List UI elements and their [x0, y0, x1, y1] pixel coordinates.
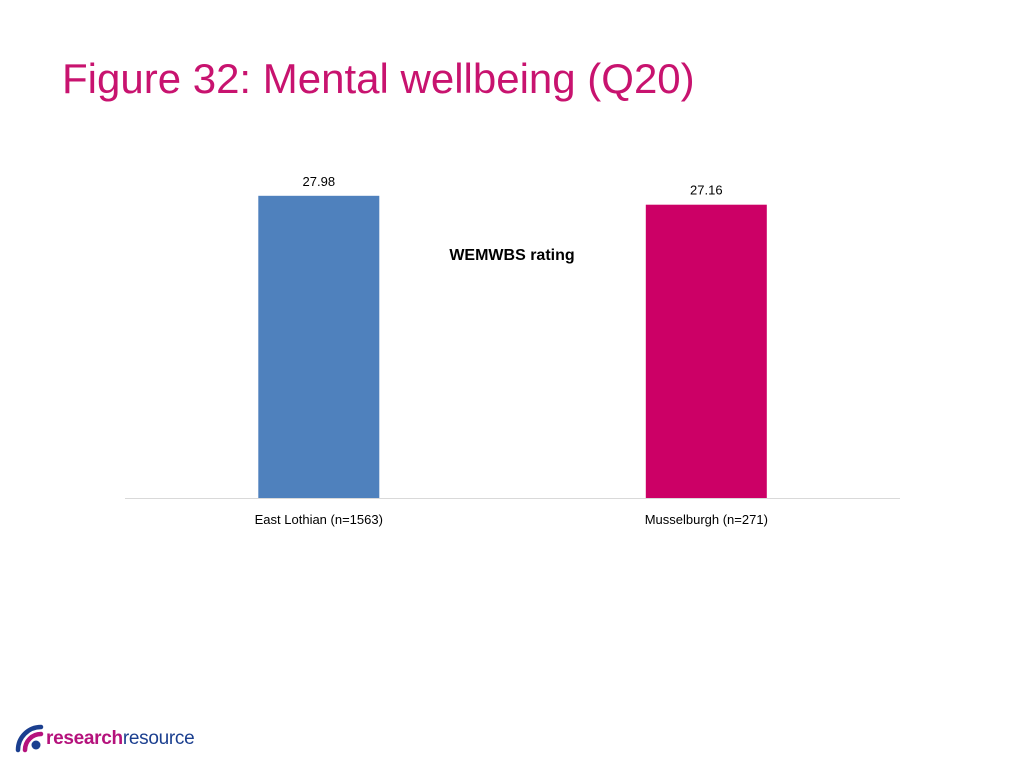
logo-text-research: research — [46, 727, 123, 749]
chart-title: WEMWBS rating — [449, 247, 574, 264]
bars-layer — [258, 195, 767, 499]
category-labels-layer: East Lothian (n=1563) Musselburgh (n=271) — [255, 512, 768, 527]
logo-wordmark: researchresource — [46, 727, 195, 749]
page-title: Figure 32: Mental wellbeing (Q20) — [62, 55, 695, 102]
category-label-2: Musselburgh (n=271) — [645, 512, 768, 527]
bar-1 — [258, 195, 380, 499]
data-label-1: 27.98 — [303, 174, 336, 189]
data-labels-layer: 27.98 27.16 — [303, 174, 723, 198]
research-resource-logo-mark-icon — [15, 724, 44, 753]
bar-2 — [645, 204, 767, 498]
research-resource-logo: researchresource — [14, 720, 195, 756]
data-label-2: 27.16 — [690, 183, 723, 198]
category-label-1: East Lothian (n=1563) — [255, 512, 383, 527]
logo-text-resource: resource — [122, 727, 195, 749]
